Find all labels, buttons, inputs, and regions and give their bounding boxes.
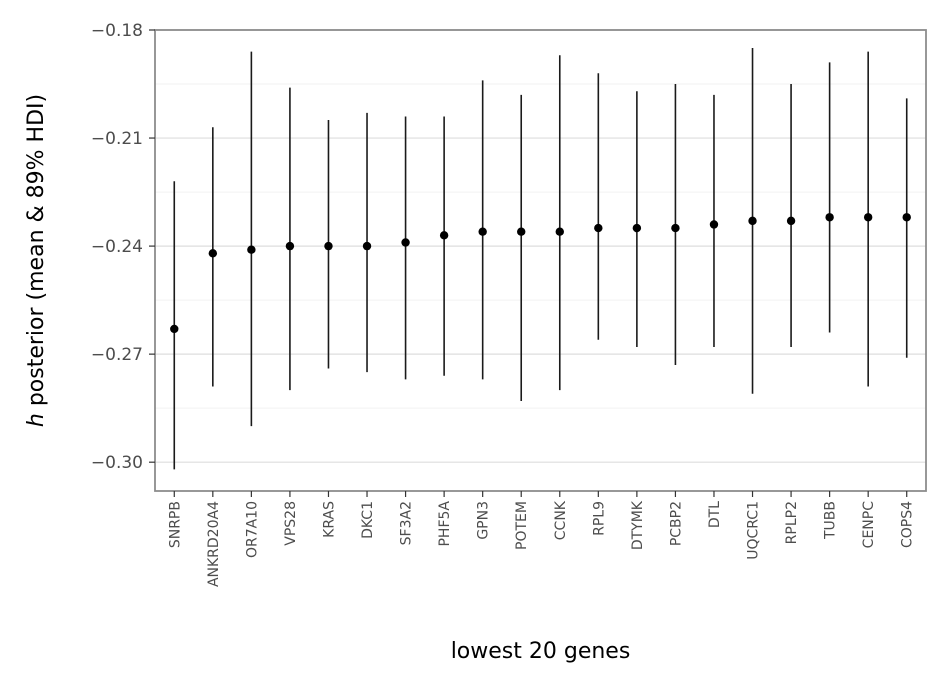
- mean-point-or7a10: [247, 245, 256, 254]
- y-axis-title-text: posterior (mean & 89% HDI): [24, 94, 49, 413]
- y-tick-label: −0.24: [91, 237, 143, 257]
- y-tick-label: −0.21: [91, 129, 143, 149]
- x-tick-label-or7a10: OR7A10: [244, 501, 260, 558]
- mean-point-rpl9: [594, 223, 603, 233]
- plot-frame: [154, 29, 927, 492]
- x-tick-label-cenpc: CENPC: [861, 501, 877, 549]
- x-tick-label-dtymk: DTYMK: [630, 500, 646, 550]
- x-tick-label-ankrd20a4: ANKRD20A4: [206, 501, 222, 587]
- x-tick-label-dtl: DTL: [707, 501, 723, 528]
- x-tick-label-rplp2: RPLP2: [784, 501, 800, 544]
- mean-point-potem: [517, 227, 526, 236]
- mean-point-uqcrc1: [748, 216, 757, 226]
- mean-point-cops4: [902, 213, 911, 222]
- mean-point-vps28: [285, 241, 295, 251]
- x-tick-label-phf5a: PHF5A: [437, 501, 453, 547]
- mean-point-dtl: [709, 220, 719, 229]
- mean-point-pcbp2: [671, 223, 680, 233]
- x-tick-label-potem: POTEM: [514, 501, 530, 550]
- point-layer: [170, 213, 911, 334]
- mean-point-ankrd20a4: [208, 249, 218, 258]
- y-axis-title-symbol: h: [24, 413, 49, 427]
- mean-point-phf5a: [439, 231, 449, 240]
- mean-point-dkc1: [362, 241, 372, 251]
- x-axis-ticks: SNRPB ANKRD20A4 OR7A10 VPS28 KRAS DKC1 SF3A2 PH…: [167, 491, 916, 587]
- y-tick-label: −0.30: [91, 453, 143, 473]
- interval-layer: [173, 48, 908, 470]
- x-axis-title: lowest 20 genes: [451, 639, 631, 664]
- mean-point-snrpb: [170, 324, 179, 334]
- mean-point-tubb: [825, 213, 834, 222]
- x-tick-label-ccnk: CCNK: [553, 500, 569, 540]
- y-axis-ticks: −0.18 −0.21 −0.24 −0.27 −0.30: [91, 21, 155, 473]
- x-tick-label-kras: KRAS: [321, 501, 337, 538]
- x-tick-label-cops4: COPS4: [900, 501, 916, 548]
- mean-point-dtymk: [632, 223, 642, 233]
- mean-point-cenpc: [863, 213, 873, 222]
- y-tick-label: −0.27: [91, 345, 143, 365]
- grid-layer: [155, 29, 926, 463]
- y-axis-title: h posterior (mean & 89% HDI): [24, 94, 49, 427]
- mean-point-kras: [324, 241, 333, 251]
- x-tick-label-snrpb: SNRPB: [167, 501, 183, 548]
- x-tick-label-vps28: VPS28: [283, 501, 299, 546]
- x-tick-label-tubb: TUBB: [823, 501, 839, 540]
- mean-point-ccnk: [555, 227, 564, 236]
- x-tick-label-rpl9: RPL9: [591, 501, 607, 536]
- mean-point-rplp2: [786, 216, 796, 226]
- x-tick-label-uqcrc1: UQCRC1: [746, 501, 762, 560]
- mean-point-gpn3: [478, 227, 487, 236]
- x-tick-label-sf3a2: SF3A2: [399, 501, 415, 545]
- x-tick-label-pcbp2: PCBP2: [668, 501, 684, 546]
- y-tick-label: −0.18: [91, 21, 143, 41]
- x-tick-label-dkc1: DKC1: [360, 501, 376, 539]
- x-tick-label-gpn3: GPN3: [476, 501, 492, 540]
- mean-point-sf3a2: [401, 238, 410, 247]
